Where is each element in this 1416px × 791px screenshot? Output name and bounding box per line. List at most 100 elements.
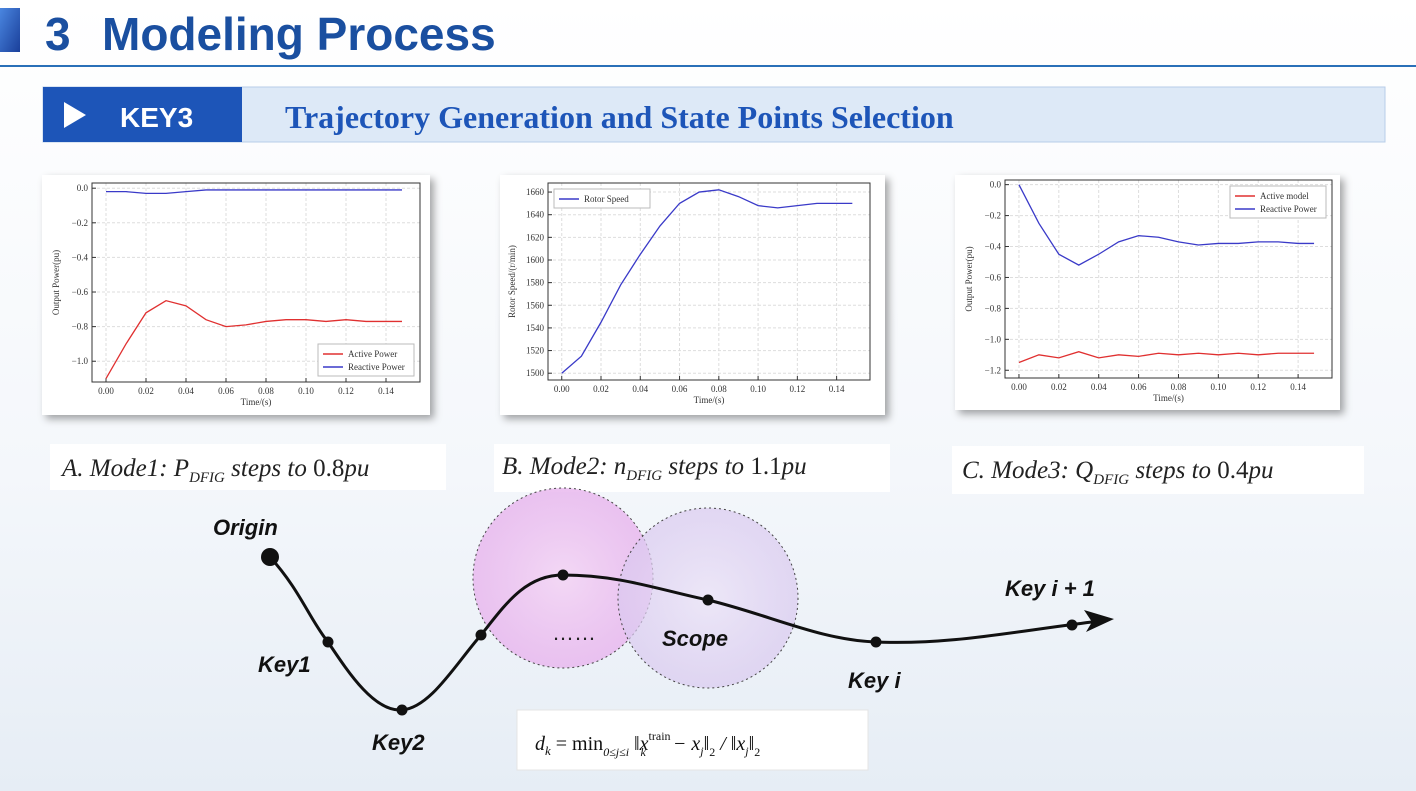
y-tick-label: −0.8	[72, 322, 89, 332]
caption-part: DFIG	[1092, 472, 1129, 488]
caption-box	[494, 444, 890, 492]
label: Origin	[213, 515, 278, 540]
arrow-head	[1084, 610, 1114, 632]
x-tick-label: 0.04	[178, 386, 194, 396]
legend-box	[317, 343, 415, 377]
section-title: Modeling Process	[102, 8, 496, 60]
label: Key2	[372, 730, 425, 755]
chart: 0.00 0.02 0.04 0.06 0.08 0.10 0.12 0.14 1500 1520…	[500, 175, 885, 415]
series-line	[106, 189, 402, 195]
caption-part: pu	[342, 455, 369, 482]
y-axis-label: Rotor Speed/(r/min)	[507, 245, 517, 318]
charts: 0.00 0.02 0.04 0.06 0.08 0.10 0.12 0.14 0.0 −0.2 −…	[42, 175, 1340, 415]
caption-part: steps to	[662, 453, 750, 480]
caption-part: Q	[1075, 457, 1093, 484]
caption-part: pu	[780, 453, 807, 480]
caption-box	[50, 444, 446, 490]
formula-part: train	[649, 729, 671, 743]
formula-part: d	[535, 733, 546, 755]
y-tick-label: −0.2	[72, 218, 88, 228]
state-point	[396, 704, 408, 716]
caption-box	[952, 446, 1364, 494]
y-tick-label: 1540	[526, 323, 545, 333]
x-tick-label: 0.02	[593, 384, 609, 394]
series-line	[561, 189, 853, 374]
y-tick-label: −0.4	[72, 252, 89, 262]
caption-part: A. Mode1:	[60, 455, 174, 482]
key-title: Trajectory Generation and State Points S…	[285, 99, 954, 135]
formula-part: ‖x	[629, 733, 649, 755]
y-tick-label: 1580	[526, 278, 545, 288]
section-number: 3	[45, 8, 71, 60]
x-tick-label: 0.14	[1290, 382, 1306, 392]
label: Key i	[848, 668, 901, 693]
legend-entry: Reactive Power	[1260, 204, 1317, 214]
label: Key i + 1	[1005, 576, 1095, 601]
y-tick-label: −1.0	[72, 356, 89, 366]
y-tick-label: −0.6	[72, 287, 89, 297]
formula-part: = min	[551, 733, 603, 755]
label: Scope	[662, 626, 728, 651]
chart-card	[500, 175, 885, 415]
origin-point	[261, 548, 279, 566]
caption-part: C. Mode3:	[962, 457, 1075, 484]
key-tag: KEY3	[120, 102, 193, 133]
plot-frame	[1004, 179, 1333, 379]
x-tick-label: 0.08	[711, 384, 727, 394]
state-point	[1066, 619, 1078, 631]
y-tick-label: 1620	[526, 232, 545, 242]
y-tick-label: 1560	[526, 300, 545, 310]
x-tick-label: 0.10	[1210, 382, 1226, 392]
series-line	[105, 299, 402, 379]
y-tick-label: −0.6	[985, 272, 1002, 282]
caption-part: DFIG	[188, 470, 225, 486]
formula-part: − x	[668, 733, 700, 755]
formula-part: 0≤j≤i	[603, 745, 629, 759]
caption-part: pu	[1247, 457, 1274, 484]
x-tick-label: 0.12	[1250, 382, 1266, 392]
header-marker	[0, 8, 20, 52]
key-band	[42, 86, 1386, 143]
x-tick-label: 0.02	[138, 386, 154, 396]
x-tick-label: 0.08	[258, 386, 274, 396]
x-tick-label: 0.06	[672, 384, 688, 394]
formula-part: / ‖x	[715, 733, 745, 755]
x-tick-label: 0.04	[1091, 382, 1107, 392]
y-tick-label: −1.0	[985, 334, 1002, 344]
x-tick-label: 0.10	[750, 384, 766, 394]
state-point	[702, 594, 714, 606]
y-tick-label: 0.0	[77, 183, 89, 193]
legend-box	[1229, 185, 1327, 219]
caption-part: 1.1	[750, 453, 781, 480]
legend-entry: Active model	[1260, 191, 1309, 201]
label: Key1	[258, 652, 311, 677]
legend-entry: Active Power	[348, 349, 397, 359]
series-line	[1018, 351, 1315, 364]
formula: dk = min0≤j≤i ‖xtrain k − xj‖2 / ‖xj‖2	[535, 729, 760, 759]
ellipsis: ……	[552, 620, 596, 645]
caption-part: n	[614, 453, 627, 480]
series-line	[1018, 184, 1315, 266]
x-tick-label: 0.12	[789, 384, 805, 394]
y-tick-label: 1660	[526, 187, 545, 197]
formula-part: j	[698, 744, 704, 758]
y-tick-label: 1600	[526, 255, 545, 265]
x-axis-label: Time/(s)	[241, 397, 272, 407]
caption-part: 0.4	[1217, 457, 1249, 484]
x-tick-label: 0.00	[98, 386, 114, 396]
y-tick-label: −0.4	[985, 242, 1002, 252]
caption: B. Mode2: nDFIG steps to 1.1pu	[502, 453, 807, 484]
formula-part: 2	[709, 745, 715, 759]
y-tick-label: 0.0	[990, 180, 1002, 190]
legend-entry: Reactive Power	[348, 362, 405, 372]
formula-part: j	[743, 744, 749, 758]
state-point	[870, 636, 882, 648]
y-axis-label: Output Power(pu)	[964, 246, 974, 311]
caption-part: steps to	[1129, 457, 1217, 484]
plot-frame	[547, 182, 871, 381]
state-point	[475, 629, 487, 641]
x-tick-label: 0.06	[1131, 382, 1147, 392]
x-tick-label: 0.14	[829, 384, 845, 394]
y-tick-label: −1.2	[985, 365, 1001, 375]
